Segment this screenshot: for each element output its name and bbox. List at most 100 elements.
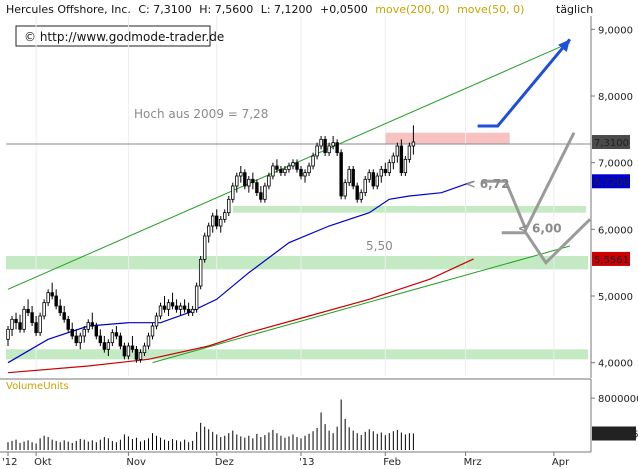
price-axis-ticks: 4,0000 5,0000 6,0000 7,0000 8,0000 9,0000 xyxy=(591,25,633,370)
candle-body-26 xyxy=(110,332,115,344)
zone-1 xyxy=(6,349,588,360)
candle-body-25 xyxy=(106,342,111,350)
candle-body-4 xyxy=(22,308,26,330)
candle-body-8 xyxy=(38,315,42,334)
candle-body-5 xyxy=(26,308,30,314)
time-axis-labels: '12 Okt Nov Dez '13 Feb Mrz Apr xyxy=(2,452,570,468)
candle-body-56 xyxy=(231,185,235,200)
candle-body-10 xyxy=(46,292,50,304)
candle-body-95 xyxy=(387,162,392,174)
price-badge-2 xyxy=(592,251,630,266)
candle-body-51 xyxy=(211,215,215,227)
volume-tick-label-0: 8000000 xyxy=(598,394,638,405)
header-low: L: 7,1200 xyxy=(261,3,313,16)
candle-body-73 xyxy=(299,168,303,177)
candle-body-75 xyxy=(307,165,311,174)
candle-body-58 xyxy=(239,172,243,177)
candle-body-48 xyxy=(198,258,203,287)
price-badge-label-0: 7,3100 xyxy=(594,138,629,149)
candle-body-39 xyxy=(162,305,167,310)
time-label-3: Dez xyxy=(215,457,234,468)
candle-body-80 xyxy=(327,145,331,154)
candle-body-64 xyxy=(263,185,267,200)
candle-body-94 xyxy=(383,168,388,174)
price-tick-label-2: 6,0000 xyxy=(598,225,633,236)
candle-body-93 xyxy=(379,168,383,177)
candle-body-81 xyxy=(331,142,335,147)
candle-body-55 xyxy=(227,198,231,214)
candle-body-15 xyxy=(66,318,70,330)
header-ma50-label: move(50, 0) xyxy=(457,3,524,16)
candle-body-53 xyxy=(219,218,223,227)
candle-body-21 xyxy=(90,322,95,327)
time-label-0: '12 xyxy=(2,457,17,468)
candle-body-14 xyxy=(62,312,66,320)
candle-body-91 xyxy=(371,172,375,187)
candle-body-76 xyxy=(311,155,315,167)
header-close: C: 7,3100 xyxy=(138,3,191,16)
candle-body-1 xyxy=(10,318,14,330)
candle-body-70 xyxy=(287,165,291,170)
candle-body-66 xyxy=(271,165,275,177)
candle-body-42 xyxy=(174,305,179,310)
volume-title: VolumeUnits xyxy=(6,381,69,392)
zone-0 xyxy=(6,256,588,270)
candle-body-24 xyxy=(102,342,107,350)
candle-body-29 xyxy=(122,345,127,357)
candle-body-27 xyxy=(114,332,119,337)
price-badge-1 xyxy=(592,174,630,189)
candle-body-19 xyxy=(82,328,86,337)
candle-body-37 xyxy=(154,315,159,327)
candle-body-74 xyxy=(303,172,307,177)
watermark-box xyxy=(15,25,211,47)
zone-3 xyxy=(385,132,510,144)
candle-body-98 xyxy=(399,145,404,174)
candle-body-43 xyxy=(178,305,183,310)
candle-body-2 xyxy=(14,318,18,324)
candle-body-23 xyxy=(98,335,103,344)
hoch-2009-label: Hoch aus 2009 = 7,28 xyxy=(134,107,268,121)
candle-body-7 xyxy=(34,322,38,334)
zones-layer: 5,50 xyxy=(6,132,588,360)
price-tick-label-5: 9,0000 xyxy=(598,25,633,36)
time-label-1: Okt xyxy=(34,457,52,468)
candle-body-72 xyxy=(295,162,299,170)
overlays-layer: < 6,72 < 6,00 xyxy=(466,38,592,266)
candle-body-13 xyxy=(58,305,62,314)
candle-body-79 xyxy=(323,138,327,154)
candle-body-62 xyxy=(255,182,259,194)
projection-arrow-head xyxy=(558,39,570,52)
ma-50-line xyxy=(7,180,474,364)
candle-body-96 xyxy=(391,155,396,164)
candle-body-100 xyxy=(407,145,412,160)
candle-body-68 xyxy=(279,168,283,174)
candle-body-89 xyxy=(363,178,367,194)
candle-body-87 xyxy=(355,185,359,200)
candle-body-85 xyxy=(347,168,351,184)
candle-body-88 xyxy=(359,192,363,200)
header-ma200-label: move(200, 0) xyxy=(375,3,449,16)
candle-body-32 xyxy=(134,348,139,360)
ma-200-line xyxy=(7,258,474,374)
candle-body-67 xyxy=(275,165,279,170)
candle-body-38 xyxy=(158,305,163,317)
candle-body-77 xyxy=(315,145,319,157)
time-label-7: Apr xyxy=(552,457,570,468)
price-badges: 7,3100 6,7209 5,5561 xyxy=(592,135,630,266)
price-badge-0 xyxy=(592,135,630,149)
scenario-path-1 xyxy=(481,132,576,233)
candle-body-82 xyxy=(335,142,339,154)
volume-badge xyxy=(592,426,636,441)
candle-body-50 xyxy=(206,225,211,237)
candle-body-17 xyxy=(74,335,78,344)
price-badge-label-2: 5,5561 xyxy=(594,255,629,266)
scenario-path-2 xyxy=(501,218,592,266)
candle-body-61 xyxy=(251,178,255,184)
candle-body-28 xyxy=(118,335,123,347)
candle-body-44 xyxy=(182,305,187,310)
price-tick-label-1: 5,0000 xyxy=(598,292,633,303)
header-high: H: 7,5600 xyxy=(199,3,253,16)
candle-body-36 xyxy=(150,325,155,337)
volume-bars xyxy=(7,399,414,450)
